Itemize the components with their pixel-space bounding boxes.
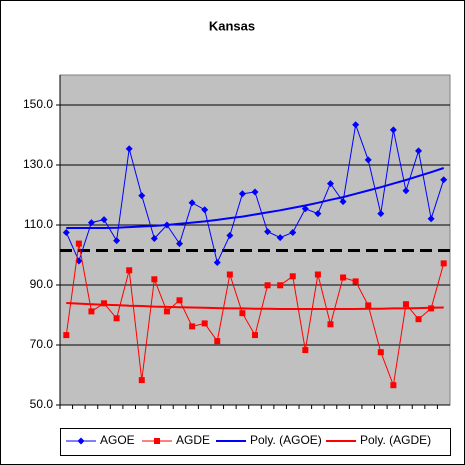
y-tick-label: 90.0 [30,277,54,291]
point [340,274,347,281]
point [87,219,95,227]
point [201,320,208,327]
point [251,188,259,196]
point [252,332,258,339]
y-tick-label: 130.0 [23,157,53,171]
point [364,156,372,164]
point [427,215,435,223]
point [264,228,272,236]
point [440,260,447,267]
y-tick-label: 110.0 [24,217,53,231]
point [352,121,360,129]
point [176,240,184,248]
point [238,190,246,198]
point [377,349,384,356]
point [327,321,334,328]
point [301,205,309,213]
trend-line [66,167,445,229]
point [100,216,108,224]
point [226,271,233,278]
y-tick-label: 50.0 [30,397,54,411]
point [365,302,372,309]
point [176,297,183,304]
legend-label: AGOE [100,433,135,447]
point [101,300,108,307]
point [62,229,70,236]
point [138,377,145,384]
point [213,259,221,266]
point [352,278,359,285]
point [239,310,246,317]
point [75,240,82,247]
point [77,437,85,445]
point [402,301,409,308]
point [125,145,133,153]
point [289,229,297,236]
legend-box [60,428,451,456]
point [154,438,160,444]
chart-title: Kansas [209,18,255,33]
point [339,198,347,206]
legend-label: AGDE [176,433,210,447]
point [326,180,334,188]
point [289,273,296,280]
point [415,316,422,323]
point [188,199,196,207]
point [314,210,322,218]
point [163,308,170,315]
plot-area [59,74,451,406]
point [302,347,309,354]
point [63,332,70,339]
point [226,232,234,239]
point [402,187,410,195]
point [277,282,284,289]
point [377,210,385,218]
point [389,126,397,134]
point [88,308,95,315]
point [214,338,221,345]
point [390,382,397,389]
point [264,282,271,289]
point [126,267,133,274]
point [150,235,158,242]
point [151,276,158,283]
point [113,237,121,245]
point [415,147,423,155]
point [113,315,120,322]
trend-line [66,302,444,310]
point [189,323,196,330]
point [201,206,209,214]
point [314,271,321,278]
point [138,192,146,200]
y-tick-label: 150.0 [23,97,53,111]
legend-label: Poly. (AGOE) [250,433,322,447]
point [440,176,448,184]
y-tick-label: 70.0 [30,337,54,351]
legend-label: Poly. (AGDE) [360,433,431,447]
point [276,234,284,242]
